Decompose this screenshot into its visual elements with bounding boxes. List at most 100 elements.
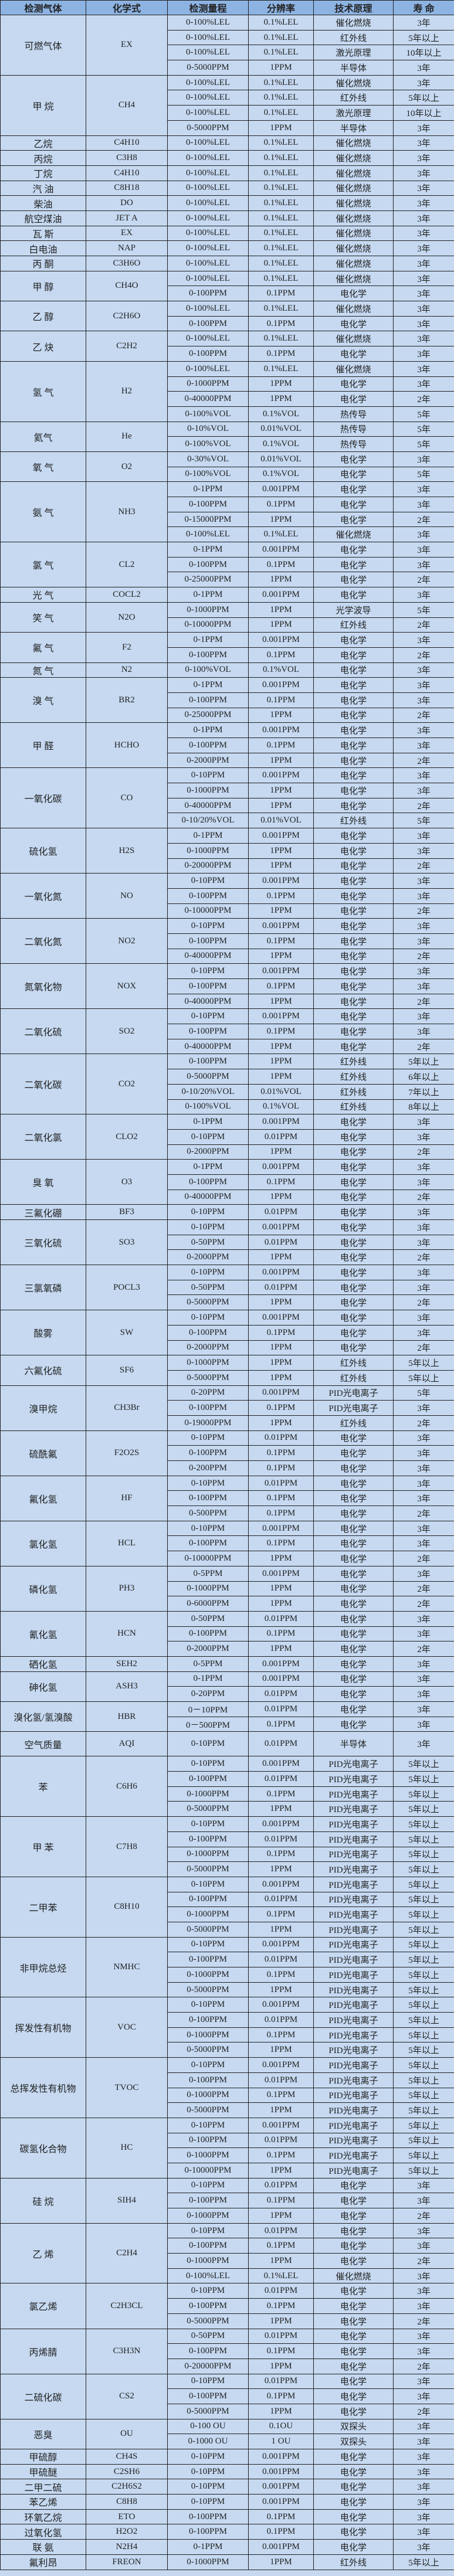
range-cell: 0-1PPM [167,1159,249,1175]
gas-name-cell: 挥发性有机物 [0,1997,86,2058]
range-cell: 0-1000PPM [167,376,249,392]
lifespan-cell: 3年 [393,2328,454,2344]
gas-name-cell: 硒化氢 [0,1656,86,1672]
formula-cell: NAP [86,240,168,256]
range-cell: 0-10PPM [167,918,249,934]
lifespan-cell: 3年 [393,315,454,332]
resolution-cell: 1PPM [248,1340,314,1356]
resolution-cell: 0.001PPM [248,2479,314,2495]
table-row: 二氧化碳 CO2 0-100PPM 1PPM 红外线 5年以上 [0,1053,454,1115]
principle-cell: 电化学 [313,722,394,738]
lifespan-cell: 5年以上 [393,1369,454,1386]
range-cell: 0-2000PPM [167,1144,249,1160]
gas-name-cell: 白电油 [0,240,86,256]
lifespan-cell: 3年 [393,210,454,226]
resolution-cell: 0.001PPM [248,1876,314,1892]
lifespan-cell: 3年 [393,1400,454,1416]
resolution-cell: 0.001PPM [248,1265,314,1280]
resolution-cell: 0.01PPM [248,1204,314,1220]
formula-cell: NO2 [86,918,168,964]
table-row: 硫化氢 H2S 0-1PPM 0.001PPM 电化学 3年 [0,828,454,874]
principle-cell: 电化学 [313,1475,394,1491]
table-row: 乙 烯 C2H4 0-10PPM 0.01PPM 电化学 3年 [0,2222,454,2284]
table-row: 0-40000PPM 1PPM 电化学 2年 [1,797,454,814]
lifespan-cell: 2年 [393,1249,454,1266]
lifespan-cell: 5年以上 [393,1997,454,2013]
gas-name-cell: 磷化氢 [0,1565,86,1612]
table-row: 氟化氢 HF 0-10PPM 0.01PPM 电化学 3年 [0,1475,454,1521]
principle-cell: 电化学 [313,1249,394,1266]
formula-cell: CH4O [86,270,168,302]
table-row: 乙 醇 C2H6O 0-100%LEL 0.1%LEL 催化燃烧 3年 [0,301,454,332]
range-cell: 0-100%LEL [167,361,249,377]
gas-name-cell: 二氧化碳 [0,1053,86,1115]
lifespan-cell: 5年 [393,466,454,482]
principle-cell: 电化学 [313,647,394,663]
resolution-cell: 0.1%LEL [248,256,314,271]
table-row: 柴油 DO 0-100%LEL 0.1%LEL 催化燃烧 3年 [0,195,454,211]
table-row: 溴甲烷 CH3Br 0-20PPM 0.001PPM PID光电离子 5年 [0,1385,454,1431]
gas-name-cell: 氯 气 [0,542,86,588]
gas-name-cell: 氧 气 [0,451,86,482]
principle-cell: PID光电离子 [313,1831,394,1847]
principle-cell: 电化学 [313,2358,394,2374]
table-row: 氮氧化物 NOX 0-10PPM 0.001PPM 电化学 3年 [0,963,454,1010]
lifespan-cell: 3年 [393,556,454,573]
lifespan-cell: 2年 [393,948,454,964]
principle-cell: 电化学 [313,451,394,467]
principle-cell: 红外线 [313,617,394,633]
principle-cell: 催化燃烧 [313,210,394,226]
table-row: 六氟化硫 SF6 0-1000PPM 1PPM 红外线 5年以上 [0,1355,454,1386]
principle-cell: 电化学 [313,391,394,407]
principle-cell: PID光电离子 [313,1997,394,2013]
resolution-cell: 1PPM [248,752,314,769]
range-cell: 0-10000PPM [167,2162,249,2179]
resolution-cell: 1PPM [248,1551,314,1566]
gas-name-cell: 氨 气 [0,481,86,543]
range-cell: 0-100PPM [167,1891,249,1908]
principle-cell: 电化学 [313,2253,394,2269]
resolution-cell: 0.1%LEL [248,210,314,226]
formula-cell: F2O2S [86,1430,168,1476]
range-cell: 0-100%LEL [167,15,249,30]
lifespan-cell: 3年 [393,180,454,196]
formula-cell: C6H6 [86,1756,168,1817]
principle-cell: 电化学 [313,2343,394,2359]
principle-cell: PID光电离子 [313,1876,394,1892]
lifespan-cell: 3年 [393,1731,454,1757]
gas-name-cell: 光 气 [0,587,86,603]
lifespan-cell: 3年 [393,842,454,859]
range-cell: 0-100%LEL [167,180,249,196]
resolution-cell: 0.001PPM [248,2117,314,2133]
lifespan-cell: 3年 [393,1626,454,1642]
gas-name-cell: 甲硫醇 [0,2449,86,2465]
range-cell: 0-10PPM [167,2479,249,2495]
principle-cell: PID光电离子 [313,1385,394,1401]
lifespan-cell: 3年 [393,918,454,934]
table-row: 氯乙烯 C2H3CL 0-10PPM 0.01PPM 电化学 3年 [0,2283,454,2329]
lifespan-cell: 5年以上 [393,1801,454,1817]
formula-cell: CH4S [86,2449,168,2465]
lifespan-cell: 3年 [393,15,454,30]
range-cell: 0-100PPM [167,1535,249,1552]
principle-cell: PID光电离子 [313,2042,394,2058]
principle-cell: PID光电离子 [313,1921,394,1938]
range-cell: 0-1000PPM [167,1581,249,1597]
resolution-cell: 0.001PPM [248,1310,314,1326]
table-row: 0-200PPM 0.1PPM 电化学 3年 [1,1460,454,1476]
range-cell: 0-10%VOL [167,421,249,437]
principle-cell: 电化学 [313,2283,394,2299]
resolution-cell: 0.1PPM [248,1786,314,1802]
gas-name-cell: 氰化氢 [0,1610,86,1657]
principle-cell: PID光电离子 [313,1861,394,1877]
table-row: 乙 炔 C2H2 0-100%LEL 0.1%LEL 催化燃烧 3年 [0,331,454,362]
principle-cell: 电化学 [313,1159,394,1175]
principle-cell: 红外线 [313,1099,394,1115]
principle-cell: 电化学 [313,903,394,919]
table-row: 苯 C6H6 0-10PPM 0.001PPM PID光电离子 5年以上 [0,1756,454,1817]
gas-name-cell: 丁烷 [0,165,86,181]
lifespan-cell: 5年以上 [393,2147,454,2163]
table-row: 二硫化碳 CS2 0-10PPM 0.01PPM 电化学 3年 [0,2373,454,2419]
principle-cell: 电化学 [313,1008,394,1025]
gas-name-cell: 氮 气 [0,662,86,678]
